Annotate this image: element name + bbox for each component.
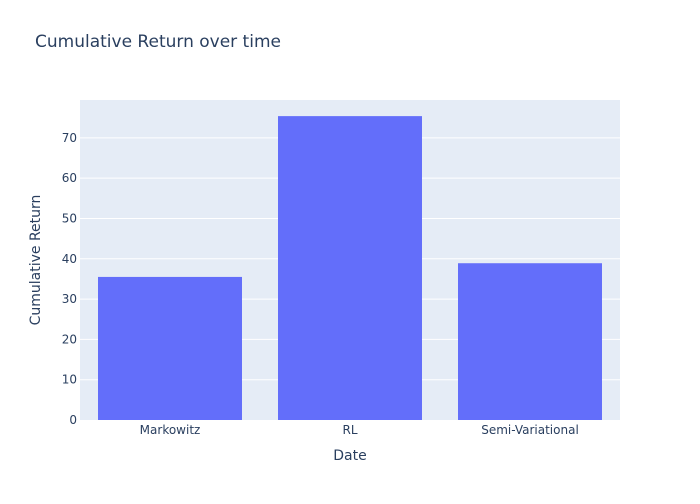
x-axis-label: Date	[333, 448, 366, 464]
x-tick-label: RL	[342, 423, 357, 437]
x-axis-ticks: Markowitz RL Semi-Variational	[140, 423, 579, 437]
x-tick-label: Semi-Variational	[481, 423, 579, 437]
y-tick-label: 30	[62, 292, 77, 306]
y-axis-ticks: 0 10 20 30 40 50 60 70	[62, 131, 77, 427]
y-tick-label: 60	[62, 171, 77, 185]
y-tick-label: 40	[62, 252, 77, 266]
y-tick-label: 50	[62, 211, 77, 225]
bar-semi-variational[interactable]	[458, 263, 602, 420]
x-tick-label: Markowitz	[140, 423, 201, 437]
y-axis-label: Cumulative Return	[28, 195, 44, 326]
chart-title: Cumulative Return over time	[35, 32, 281, 52]
y-tick-label: 0	[69, 413, 77, 427]
bar-markowitz[interactable]	[98, 276, 242, 420]
y-tick-label: 70	[62, 131, 77, 145]
bar-rl[interactable]	[278, 116, 422, 420]
bars	[98, 116, 602, 420]
y-tick-label: 20	[62, 332, 77, 346]
y-tick-label: 10	[62, 373, 77, 387]
